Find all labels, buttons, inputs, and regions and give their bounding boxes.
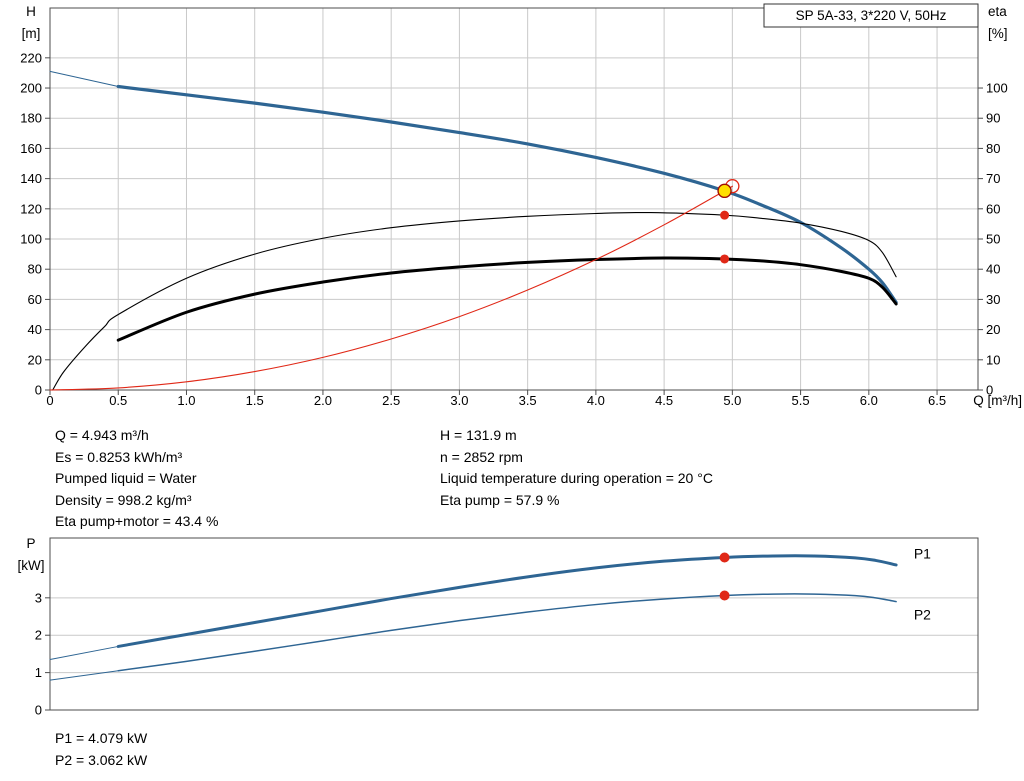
pump-curve xyxy=(116,84,898,305)
h-axis-tick-label: 20 xyxy=(28,352,42,367)
q-axis-tick-label: 1.0 xyxy=(177,393,195,408)
q-axis-tick-label: 0 xyxy=(46,393,53,408)
eta-pump-motor-operating-point xyxy=(720,254,730,264)
curve-label-p1: P1 xyxy=(914,546,931,562)
q-axis-tick-label: 4.5 xyxy=(655,393,673,408)
eta-pump-operating-point xyxy=(720,210,730,220)
plot-frame xyxy=(49,537,979,711)
q-axis-tick-label: 5.0 xyxy=(723,393,741,408)
q-axis-tick-label: 4.0 xyxy=(587,393,605,408)
eta-axis-tick-label: 40 xyxy=(986,262,1000,277)
p-axis-tick-label: 3 xyxy=(35,590,42,605)
info-head: H = 131.9 m xyxy=(440,427,517,443)
p-axis-tick-label: 2 xyxy=(35,628,42,643)
h-axis-tick-label: 60 xyxy=(28,292,42,307)
system-curve xyxy=(49,185,733,391)
eta-axis-tick-label: 70 xyxy=(986,171,1000,186)
h-axis-tick-label: 120 xyxy=(20,201,42,216)
q-axis-tick-label: 6.5 xyxy=(928,393,946,408)
eta-axis-tick-label: 50 xyxy=(986,232,1000,247)
h-axis-tick-label: 40 xyxy=(28,322,42,337)
eta-axis-tick-label: 80 xyxy=(986,141,1000,156)
info-pumped-liquid: Pumped liquid = Water xyxy=(55,470,197,486)
pump-curve-lead xyxy=(49,70,119,88)
h-axis-tick-label: 180 xyxy=(20,111,42,126)
q-axis-tick-label: 2.0 xyxy=(314,393,332,408)
duty-info-block: Q = 4.943 m³/h Es = 0.8253 kWh/m³ Pumped… xyxy=(0,425,1024,535)
p-axis-tick-label: 1 xyxy=(35,665,42,680)
eta-axis-tick-label: 0 xyxy=(986,383,993,398)
power-values-block: P1 = 4.079 kW P2 = 3.062 kW xyxy=(55,728,147,771)
info-flow: Q = 4.943 m³/h xyxy=(55,427,149,443)
p-axis-label: [kW] xyxy=(18,558,45,573)
eta-axis-tick-label: 90 xyxy=(986,111,1000,126)
h-axis-label: [m] xyxy=(22,26,41,41)
h-axis-tick-label: 160 xyxy=(20,141,42,156)
q-axis-tick-label: 5.5 xyxy=(792,393,810,408)
hq-eta-chart: 0 20 40 60 80 100 120 140 160 180 200 220 0 10 20 30 40 5… xyxy=(20,3,1022,408)
p2-curve-lead xyxy=(49,670,119,681)
q-axis-tick-label: 1.5 xyxy=(246,393,264,408)
p-axis-tick-label: 0 xyxy=(35,703,42,718)
p1-curve-lead xyxy=(49,645,119,661)
info-density: Density = 998.2 kg/m³ xyxy=(55,491,192,508)
info-eta-pump: Eta pump = 57.9 % xyxy=(440,491,560,508)
h-axis-tick-label: 0 xyxy=(35,383,42,398)
h-axis-tick-label: 80 xyxy=(28,262,42,277)
h-axis-tick-label: 100 xyxy=(20,232,42,247)
p-axis-label: P xyxy=(26,536,35,551)
eta-pump-motor-curve xyxy=(116,256,898,342)
info-liquid-temp: Liquid temperature during operation = 20… xyxy=(440,470,713,486)
eta-axis-tick-label: 100 xyxy=(986,81,1008,96)
power-chart: 0 1 2 3 P [kW] P1 P2 xyxy=(18,536,979,718)
eta-axis-label: [%] xyxy=(988,26,1008,41)
q-axis-tick-label: 2.5 xyxy=(382,393,400,408)
eta-pump-curve xyxy=(52,211,897,391)
eta-axis-tick-label: 20 xyxy=(986,322,1000,337)
p1-curve xyxy=(116,554,898,648)
h-axis-label: H xyxy=(26,4,36,19)
duty-info-left: Q = 4.943 m³/h Es = 0.8253 kWh/m³ Pumped… xyxy=(55,425,218,533)
eta-axis-tick-label: 30 xyxy=(986,292,1000,307)
h-axis-tick-label: 140 xyxy=(20,171,42,186)
plot-frame xyxy=(49,7,979,391)
eta-axis-label: eta xyxy=(988,4,1007,19)
model-title: SP 5A-33, 3*220 V, 50Hz xyxy=(796,8,947,23)
p1-operating-point xyxy=(719,552,730,563)
info-speed: n = 2852 rpm xyxy=(440,448,523,465)
q-axis-tick-label: 3.5 xyxy=(519,393,537,408)
q-axis-tick-label: 0.5 xyxy=(109,393,127,408)
model-title-box xyxy=(763,3,979,28)
duty-info-right: H = 131.9 m n = 2852 rpm Liquid temperat… xyxy=(440,425,713,511)
curve-label-p2: P2 xyxy=(914,607,931,623)
p2-value: P2 = 3.062 kW xyxy=(55,751,148,768)
p2-curve xyxy=(117,593,897,672)
eta-axis-tick-label: 60 xyxy=(986,201,1000,216)
eta-axis-tick-label: 10 xyxy=(986,352,1000,367)
p1-value: P1 = 4.079 kW xyxy=(55,730,148,746)
q-axis-tick-label: 3.0 xyxy=(450,393,468,408)
h-axis-tick-label: 220 xyxy=(20,50,42,65)
q-axis-label: Q [m³/h] xyxy=(973,393,1022,408)
p2-operating-point xyxy=(719,590,730,601)
actual-operating-point xyxy=(717,183,732,199)
info-specific-energy: Es = 0.8253 kWh/m³ xyxy=(55,448,183,465)
info-eta-pump-motor: Eta pump+motor = 43.4 % xyxy=(55,513,219,529)
q-axis-tick-label: 6.0 xyxy=(860,393,878,408)
h-axis-tick-label: 200 xyxy=(20,81,42,96)
